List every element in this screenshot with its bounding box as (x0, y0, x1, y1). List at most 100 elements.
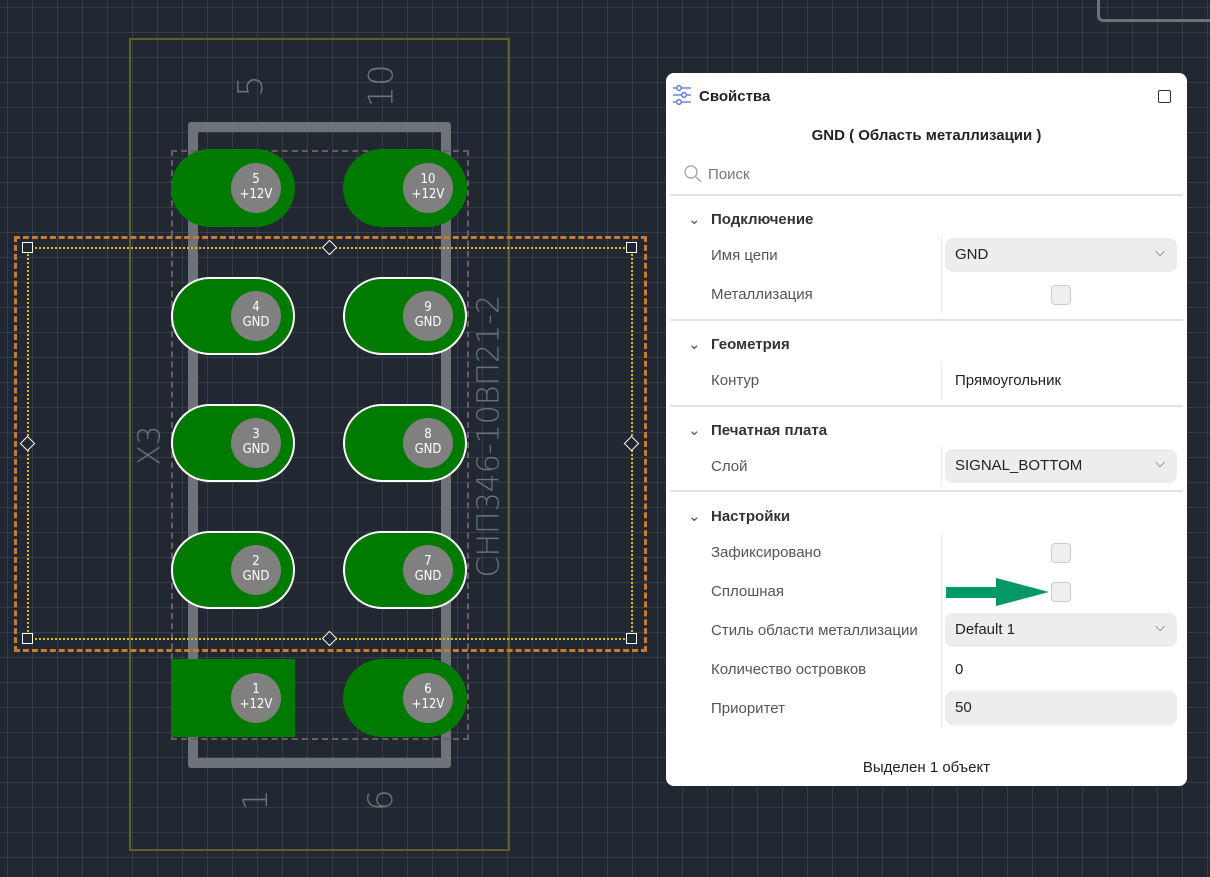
divider (670, 490, 1183, 492)
pad-8[interactable]: 8 GND (343, 404, 467, 482)
pad-7[interactable]: 7 GND (343, 531, 467, 609)
pad-number: 9 (424, 300, 432, 315)
column-divider (941, 363, 942, 399)
pad-net: +12V (411, 697, 445, 712)
pad-5[interactable]: 5 +12V (171, 149, 295, 227)
locked-label: Зафиксировано (711, 544, 822, 561)
pad-number: 7 (424, 554, 432, 569)
pad-4[interactable]: 4 GND (171, 277, 295, 355)
fill-label: Металлизация (711, 286, 813, 303)
pad-net: GND (414, 442, 442, 457)
pad-number: 10 (420, 172, 436, 187)
islands-label: Количество островков (711, 661, 867, 678)
fill-checkbox[interactable] (1051, 285, 1071, 305)
divider (670, 319, 1183, 321)
column-divider (941, 236, 942, 314)
pad-number: 5 (252, 172, 260, 187)
pad-drill: 8 GND (403, 418, 453, 468)
fill-style-select[interactable]: Default 1 ⌵ (945, 613, 1177, 647)
search-icon (684, 165, 702, 188)
chevron-down-icon: ⌄ (688, 508, 701, 525)
pad-drill: 6 +12V (403, 673, 453, 723)
priority-value: 50 (955, 699, 972, 716)
contour-value[interactable]: Прямоугольник (955, 372, 1062, 389)
pad-3[interactable]: 3 GND (171, 404, 295, 482)
pad-net: +12V (239, 187, 273, 202)
section-settings-header[interactable]: ⌄ Настройки (688, 507, 790, 525)
section-board-header[interactable]: ⌄ Печатная плата (688, 421, 827, 439)
sliders-icon (673, 85, 691, 110)
net-name-label: Имя цепи (711, 247, 778, 264)
section-title: Подключение (711, 211, 814, 228)
arrow-annotation-icon (946, 578, 1049, 613)
pad-2[interactable]: 2 GND (171, 531, 295, 609)
pad-net: GND (242, 442, 270, 457)
search-input[interactable] (708, 162, 1168, 186)
solid-label: Сплошная (711, 583, 785, 600)
pad-net: +12V (411, 187, 445, 202)
courtyard-outline (129, 38, 510, 851)
pad-number: 2 (252, 554, 260, 569)
section-geometry-header[interactable]: ⌄ Геометрия (688, 335, 790, 353)
pad-drill: 10 +12V (403, 163, 453, 213)
net-name-value: GND (955, 246, 989, 263)
pad-number: 8 (424, 427, 432, 442)
fill-style-label: Стиль области металлизации (711, 622, 918, 639)
chevron-down-icon: ⌵ (1155, 619, 1165, 634)
pad-net: GND (414, 569, 442, 584)
resize-handle-tr[interactable] (626, 242, 637, 253)
panel-title: Свойства (699, 88, 771, 105)
pad-number: 1 (252, 682, 260, 697)
zone-outline[interactable] (27, 247, 633, 640)
section-title: Печатная плата (711, 422, 828, 439)
pad-number: 4 (252, 300, 260, 315)
chevron-down-icon: ⌄ (688, 211, 701, 228)
pad-drill: 2 GND (231, 545, 281, 595)
layer-select[interactable]: SIGNAL_BOTTOM ⌵ (945, 449, 1177, 483)
priority-label: Приоритет (711, 700, 785, 717)
net-name-select[interactable]: GND ⌵ (945, 238, 1177, 272)
pad-1[interactable]: 1 +12V (171, 659, 295, 737)
priority-input[interactable]: 50 (945, 691, 1177, 725)
layer-label: Слой (711, 458, 748, 475)
pad-6[interactable]: 6 +12V (343, 659, 467, 737)
pad-net: GND (242, 315, 270, 330)
chevron-down-icon: ⌄ (688, 422, 701, 439)
properties-panel: Свойства GND ( Область металлизации ) ⌄ П… (666, 73, 1187, 786)
pad-net: +12V (239, 697, 273, 712)
pad-drill: 3 GND (231, 418, 281, 468)
locked-checkbox[interactable] (1051, 543, 1071, 563)
pad-net: GND (242, 569, 270, 584)
pad-number: 6 (424, 682, 432, 697)
chevron-down-icon: ⌵ (1155, 244, 1165, 259)
maximize-button[interactable] (1158, 90, 1171, 103)
panel-subtitle: GND ( Область металлизации ) (811, 127, 1042, 144)
pad-drill: 5 +12V (231, 163, 281, 213)
fill-style-value: Default 1 (955, 621, 1016, 638)
pad-drill: 1 +12V (231, 673, 281, 723)
selection-box[interactable] (14, 236, 647, 652)
column-divider (941, 533, 942, 728)
solid-checkbox[interactable] (1051, 582, 1071, 602)
pad-9[interactable]: 9 GND (343, 277, 467, 355)
chevron-down-icon: ⌵ (1155, 455, 1165, 470)
section-title: Настройки (711, 508, 791, 525)
column-divider (941, 447, 942, 485)
section-connection-header[interactable]: ⌄ Подключение (688, 210, 813, 228)
resize-handle-br[interactable] (626, 633, 637, 644)
section-title: Геометрия (711, 336, 790, 353)
contour-label: Контур (711, 372, 760, 389)
pad-10[interactable]: 10 +12V (343, 149, 467, 227)
pad-drill: 4 GND (231, 291, 281, 341)
pad-net: GND (414, 315, 442, 330)
pin-label-10: 10 (361, 64, 402, 108)
chevron-down-icon: ⌄ (688, 336, 701, 353)
pad-drill: 7 GND (403, 545, 453, 595)
divider (670, 194, 1183, 196)
resize-handle-tl[interactable] (22, 242, 33, 253)
pad-drill: 9 GND (403, 291, 453, 341)
resize-handle-bl[interactable] (22, 633, 33, 644)
layer-value: SIGNAL_BOTTOM (955, 457, 1083, 474)
pin-label-1: 1 (235, 789, 276, 811)
pad-number: 3 (252, 427, 260, 442)
